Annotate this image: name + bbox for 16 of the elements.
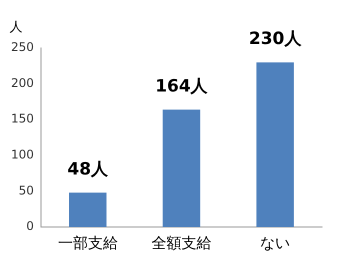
y-tick-label: 200 [11,76,34,90]
bar [162,110,200,227]
x-tick-label: 全額支給 [151,234,212,252]
bar [256,62,294,227]
y-tick-label: 0 [26,219,34,234]
data-label: 48人 [67,160,110,180]
x-tick-label: 一部支給 [58,234,118,252]
x-tick-label: ない [260,234,290,252]
data-label: 230人 [248,29,302,50]
bar [69,192,106,227]
y-tick-label: 100 [11,148,34,162]
y-tick-label: 250 [11,40,34,54]
y-tick-label: 150 [11,112,34,126]
data-label: 164人 [155,76,209,96]
y-axis-title: 人 [10,20,22,35]
y-tick-label: 50 [18,183,34,198]
